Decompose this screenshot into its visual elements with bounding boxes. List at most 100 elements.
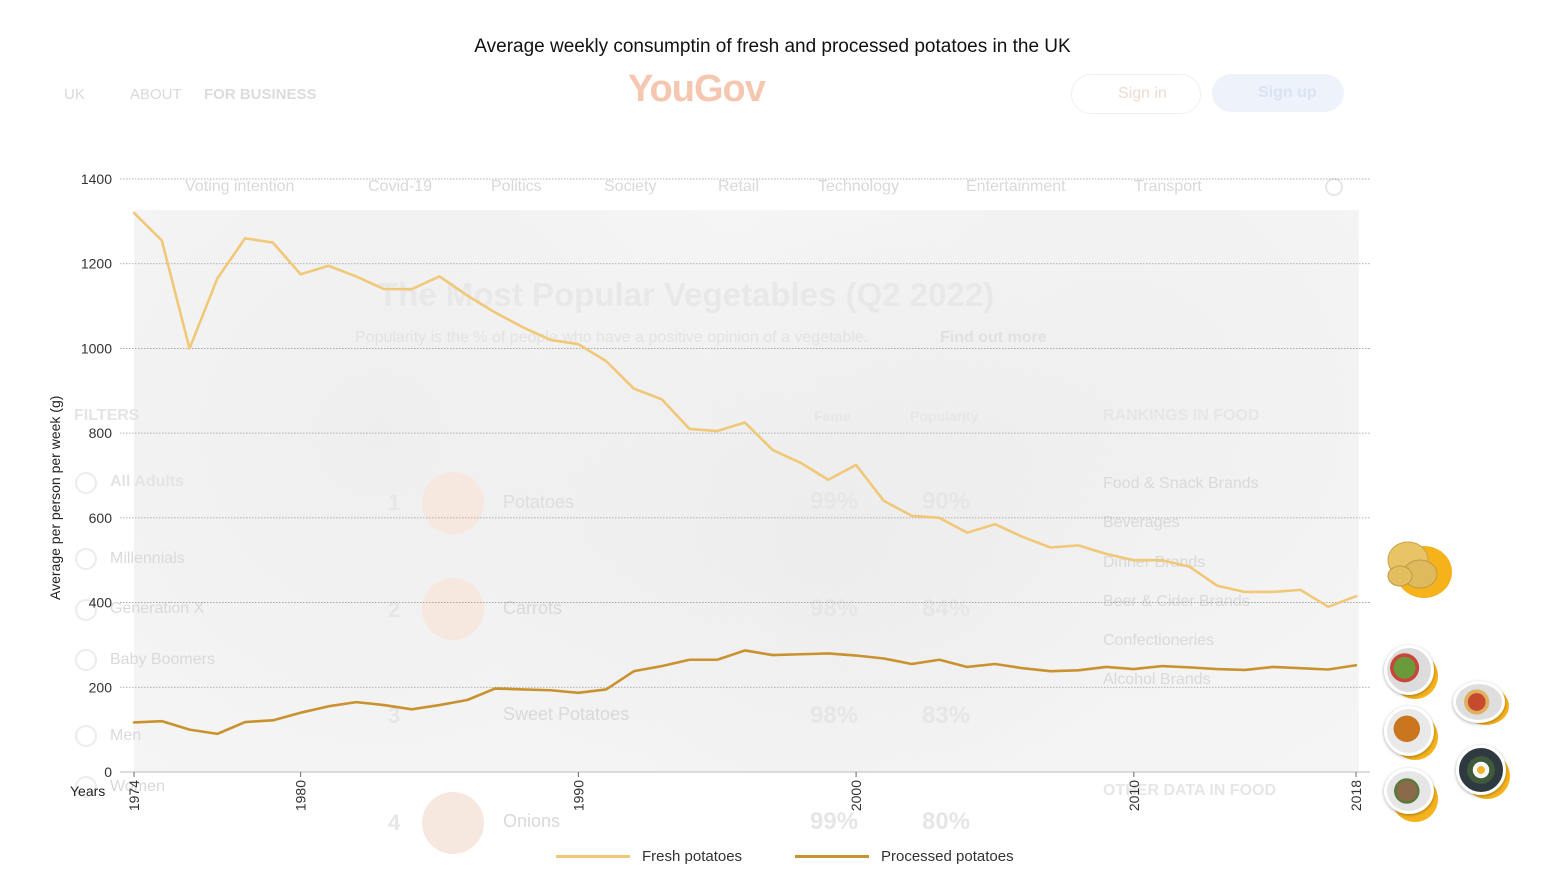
- nav-about-link[interactable]: ABOUT: [130, 86, 182, 103]
- data-point: [855, 654, 857, 657]
- category-link[interactable]: Transport: [1134, 178, 1202, 195]
- region-selector[interactable]: UK: [64, 86, 85, 103]
- popularity-value: 84%: [922, 595, 971, 622]
- data-point: [1271, 591, 1274, 593]
- data-point: [188, 347, 191, 350]
- sign-in-button[interactable]: Sign in: [1071, 74, 1201, 114]
- data-point: [466, 294, 469, 297]
- data-point: [494, 311, 496, 314]
- yougov-logo[interactable]: YouGov: [628, 68, 766, 110]
- ranking-link[interactable]: Food & Snack Brands: [1103, 475, 1259, 492]
- legend-item-processed[interactable]: Processed potatoes: [795, 848, 1014, 865]
- data-point: [327, 265, 330, 267]
- filter-radio[interactable]: [75, 472, 97, 494]
- data-point: [688, 658, 691, 661]
- data-point: [771, 449, 774, 451]
- chart-title: Average weekly consumptin of fresh and p…: [474, 36, 1071, 57]
- data-point: [633, 387, 635, 390]
- category-link[interactable]: Technology: [818, 178, 899, 195]
- ranking-link[interactable]: Confectioneries: [1103, 632, 1215, 649]
- series-lines: [132, 211, 1358, 736]
- egg-dish-plate-icon: [1456, 745, 1512, 799]
- vegetable-name[interactable]: Carrots: [503, 598, 563, 618]
- filter-label: Women: [110, 778, 165, 795]
- data-point: [744, 649, 746, 652]
- data-point: [188, 728, 191, 731]
- category-link[interactable]: Covid-19: [368, 178, 433, 195]
- filters-title: FILTERS: [74, 407, 140, 424]
- data-point: [1021, 536, 1024, 538]
- filter-radio[interactable]: [75, 649, 97, 671]
- data-point: [522, 326, 524, 329]
- filter-radio[interactable]: [75, 599, 97, 621]
- data-point: [438, 275, 441, 278]
- rank-number: 1: [388, 490, 401, 515]
- y-axis-label: Average per person per week (g): [47, 396, 63, 600]
- ranking-link[interactable]: Beer & Cider Brands: [1103, 593, 1250, 610]
- filter-radio[interactable]: [75, 725, 97, 747]
- vegetable-name[interactable]: Onions: [503, 811, 561, 831]
- find-out-more-link[interactable]: Find out more: [940, 329, 1047, 346]
- category-link[interactable]: Entertainment: [966, 178, 1066, 195]
- sign-in-label: Sign in: [1118, 85, 1167, 102]
- category-link[interactable]: Politics: [491, 178, 542, 195]
- data-point: [605, 360, 607, 362]
- data-point: [549, 339, 552, 341]
- fame-value: 99%: [810, 808, 859, 835]
- y-tick-label: 1200: [81, 256, 112, 272]
- data-point: [883, 500, 885, 502]
- breakfast-plate-icon: [1453, 681, 1511, 727]
- ranking-link[interactable]: Alcohol Brands: [1103, 671, 1211, 688]
- data-point: [910, 514, 913, 517]
- category-link[interactable]: Retail: [718, 178, 759, 195]
- data-point: [299, 711, 302, 714]
- potatoes-icon: [1384, 538, 1454, 600]
- legend-swatch-processed: [795, 855, 869, 858]
- popularity-value: 83%: [922, 702, 971, 729]
- fame-value: 98%: [810, 595, 859, 622]
- roast-dinner-plate-icon: [1384, 768, 1440, 822]
- rank-number: 2: [388, 597, 401, 622]
- series-line-fresh-potatoes: [132, 211, 1358, 609]
- filter-radio[interactable]: [75, 548, 97, 570]
- data-point: [327, 705, 330, 708]
- data-point: [1077, 669, 1080, 672]
- vegetable-name[interactable]: Potatoes: [503, 492, 575, 512]
- category-link[interactable]: Voting intention: [185, 178, 295, 195]
- data-point: [244, 237, 246, 240]
- x-tick-label: 2018: [1348, 780, 1364, 811]
- data-point: [494, 687, 496, 690]
- legend-item-fresh[interactable]: Fresh potatoes: [556, 848, 742, 865]
- y-tick-label: 200: [89, 679, 113, 695]
- category-link[interactable]: Society: [604, 178, 657, 195]
- data-point: [605, 688, 607, 691]
- series-line-processed-potatoes: [132, 649, 1358, 736]
- data-point: [716, 430, 719, 432]
- data-point: [1327, 606, 1330, 608]
- data-point: [216, 277, 219, 280]
- search-icon[interactable]: [1325, 178, 1343, 196]
- sort-popularity[interactable]: Popularity: [910, 408, 979, 424]
- vegetable-thumbnail: [422, 792, 484, 854]
- popularity-value: 90%: [922, 488, 971, 515]
- data-point: [1188, 565, 1191, 568]
- data-point: [244, 721, 246, 723]
- data-point: [1133, 668, 1135, 670]
- sort-fame[interactable]: Fame: [814, 408, 851, 424]
- sign-up-button[interactable]: Sign up: [1212, 74, 1344, 112]
- data-point: [1105, 666, 1107, 668]
- filter-label: Men: [110, 727, 142, 744]
- data-point: [1327, 668, 1330, 671]
- data-point: [1188, 666, 1191, 669]
- x-axis-ticks: 1974 1980 1990 2000 2010 2018: [126, 772, 1364, 811]
- data-point: [466, 699, 469, 701]
- vegetable-thumbnail: [422, 472, 484, 534]
- sign-up-label: Sign up: [1258, 84, 1317, 101]
- vegetable-name[interactable]: Sweet Potatoes: [503, 704, 630, 724]
- x-tick-label: 2000: [848, 780, 864, 811]
- filter-radio[interactable]: [75, 776, 97, 798]
- data-point: [272, 719, 274, 722]
- data-point: [966, 531, 968, 534]
- nav-for-business-link[interactable]: FOR BUSINESS: [204, 86, 317, 103]
